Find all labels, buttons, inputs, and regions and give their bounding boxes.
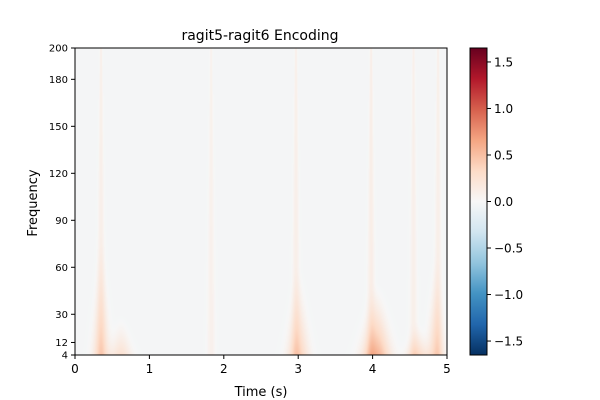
colorbar-tick-label: 0.5 [494,148,513,162]
colorbar-tick-label: −0.5 [494,242,523,256]
x-tick-label: 2 [220,362,228,376]
colorbar-tick-label: 1.0 [494,102,513,116]
y-axis: 4 12 30 60 90 120 150 180 200 [49,44,75,362]
x-tick-label: 0 [71,362,79,376]
y-tick-label: 12 [55,338,68,349]
y-tick-label: 30 [55,310,68,321]
chart-title: ragit5-ragit6 Encoding [181,28,338,44]
x-tick-label: 3 [294,362,302,376]
x-axis-label: Time (s) [234,385,288,400]
y-tick-label: 90 [55,216,68,227]
y-tick-label: 4 [62,351,68,362]
y-tick-label: 60 [55,263,68,274]
colorbar-axis: 1.5 1.0 0.5 0.0 −0.5 −1.0 −1.5 [487,55,523,349]
colorbar-tick-label: 1.5 [494,55,513,69]
colorbar-tick-label: −1.0 [494,288,523,302]
plot-frame [74,47,448,356]
colorbar [469,47,488,356]
x-axis: 0 1 2 3 4 5 [71,355,451,376]
y-tick-label: 200 [49,44,68,55]
x-tick-label: 1 [146,362,154,376]
x-tick-label: 5 [443,362,451,376]
y-tick-label: 150 [49,122,68,133]
colorbar-tick-label: −1.5 [494,335,523,349]
colorbar-tick-label: 0.0 [494,195,513,209]
x-tick-label: 4 [369,362,377,376]
y-tick-label: 180 [49,75,68,86]
heatmap-image [75,48,447,355]
y-tick-label: 120 [49,169,68,180]
y-axis-label: Frequency [26,169,41,236]
